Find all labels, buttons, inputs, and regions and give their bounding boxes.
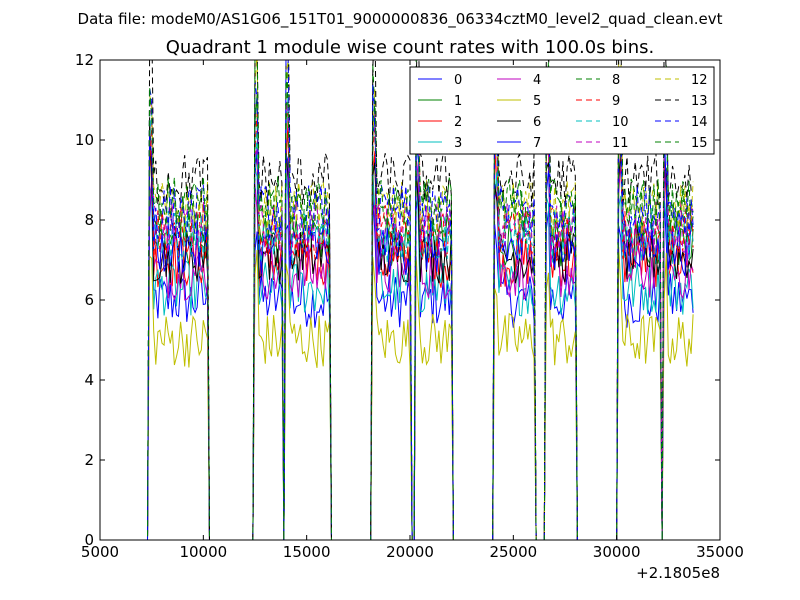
- legend-label-4: 4: [533, 73, 541, 88]
- series-line-0: [141, 181, 694, 540]
- x-tick-label: 25000: [489, 543, 537, 561]
- legend-label-6: 6: [533, 115, 541, 130]
- y-tick-label: 10: [75, 131, 94, 149]
- legend-label-7: 7: [533, 136, 541, 151]
- y-tick-label: 12: [75, 51, 94, 69]
- legend-label-11: 11: [612, 136, 629, 151]
- x-tick-label: 35000: [696, 543, 744, 561]
- legend-label-12: 12: [691, 73, 708, 88]
- x-tick-label: 20000: [386, 543, 434, 561]
- axes-layer: 5000 10000 15000 20000 25000 30000 35000 0 2 4 6 8 1…: [75, 51, 744, 561]
- chart-title: Quadrant 1 module wise count rates with …: [166, 37, 655, 58]
- x-tick-label: 10000: [179, 543, 227, 561]
- legend-label-1: 1: [454, 94, 462, 109]
- legend-label-9: 9: [612, 94, 620, 109]
- legend-box: [409, 66, 715, 155]
- legend-label-10: 10: [612, 115, 629, 130]
- series-line-6: [141, 117, 694, 540]
- legend-label-3: 3: [454, 136, 462, 151]
- legend-label-5: 5: [533, 94, 541, 109]
- series-line-3: [141, 154, 694, 540]
- x-offset-label: +2.1805e8: [636, 564, 720, 582]
- y-tick-label: 2: [84, 451, 94, 469]
- series-line-1: [141, 94, 694, 540]
- x-tick-label: 30000: [593, 543, 641, 561]
- chart-suptitle: Data file: modeM0/AS1G06_151T01_90000008…: [78, 10, 723, 29]
- legend-label-0: 0: [454, 73, 462, 88]
- series-line-4: [141, 127, 694, 540]
- y-tick-label: 0: [84, 531, 94, 549]
- legend-label-13: 13: [691, 94, 708, 109]
- series-line-5: [141, 247, 694, 540]
- y-tick-label: 8: [84, 211, 94, 229]
- y-tick-label: 6: [84, 291, 94, 309]
- x-tick-label: 15000: [283, 543, 331, 561]
- legend-label-15: 15: [691, 136, 708, 151]
- legend-label-2: 2: [454, 115, 462, 130]
- legend-label-8: 8: [612, 73, 620, 88]
- x-tick-label: 5000: [81, 543, 119, 561]
- series-line-10: [141, 93, 694, 540]
- y-tick-label: 4: [84, 371, 94, 389]
- legend-label-14: 14: [691, 115, 708, 130]
